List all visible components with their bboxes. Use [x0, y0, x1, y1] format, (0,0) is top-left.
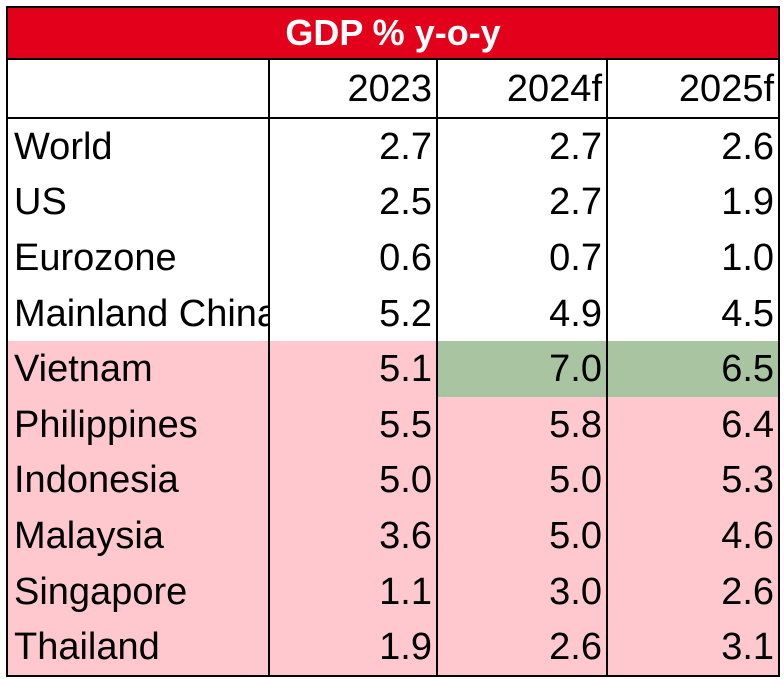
value-cell-2024f: 0.7	[437, 230, 608, 286]
row-label: Indonesia	[6, 452, 270, 509]
header-cell-label	[6, 58, 270, 119]
value-cell-2023: 2.5	[269, 174, 438, 231]
value-cell-2025f: 1.0	[607, 230, 781, 286]
value-cell-2025f: 3.1	[607, 619, 781, 677]
value-cell-2025f: 5.3	[607, 452, 781, 509]
value-cell-2025f: 2.6	[607, 118, 781, 175]
gdp-table: GDP % y-o-y 2023 2024f 2025f World 2.7 2.7…	[5, 6, 781, 677]
row-label: Eurozone	[6, 230, 270, 286]
header-cell-2023: 2023	[269, 58, 438, 119]
value-cell-2023: 1.9	[269, 619, 438, 677]
table-row: Indonesia 5.0 5.0 5.3	[6, 452, 781, 509]
value-cell-2023: 5.5	[269, 396, 438, 453]
value-cell-2025f: 6.4	[607, 396, 781, 453]
value-cell-2024f: 4.9	[437, 285, 608, 342]
value-cell-2024f: 2.7	[437, 118, 608, 175]
table-row: Eurozone 0.6 0.7 1.0	[6, 230, 781, 286]
header-row: 2023 2024f 2025f	[6, 58, 781, 119]
table-row: Mainland China 5.2 4.9 4.5	[6, 285, 781, 342]
value-cell-2023: 5.2	[269, 285, 438, 342]
value-cell-2024f: 5.8	[437, 396, 608, 453]
table-row: Vietnam 5.1 7.0 6.5	[6, 341, 781, 397]
value-cell-2023: 5.1	[269, 341, 438, 397]
value-cell-2024f: 2.6	[437, 619, 608, 677]
table-body: GDP % y-o-y 2023 2024f 2025f World 2.7 2.7…	[5, 6, 781, 677]
row-label: Vietnam	[6, 341, 270, 397]
table-row: World 2.7 2.7 2.6	[6, 118, 781, 175]
value-cell-2023: 1.1	[269, 563, 438, 620]
value-cell-2025f: 2.6	[607, 563, 781, 620]
value-cell-2024f: 2.7	[437, 174, 608, 231]
row-label: Mainland China	[6, 285, 270, 342]
row-label: Malaysia	[6, 508, 270, 564]
table-row: Philippines 5.5 5.8 6.4	[6, 396, 781, 453]
value-cell-2025f: 6.5	[607, 341, 781, 397]
table-row: Singapore 1.1 3.0 2.6	[6, 563, 781, 620]
value-cell-2023: 5.0	[269, 452, 438, 509]
table-row: US 2.5 2.7 1.9	[6, 174, 781, 231]
table-title: GDP % y-o-y	[5, 6, 781, 60]
table-row: Malaysia 3.6 5.0 4.6	[6, 508, 781, 564]
row-label: Philippines	[6, 396, 270, 453]
row-label: Singapore	[6, 563, 270, 620]
value-cell-2025f: 4.5	[607, 285, 781, 342]
value-cell-2023: 3.6	[269, 508, 438, 564]
row-label: Thailand	[6, 619, 270, 677]
row-label: World	[6, 118, 270, 175]
value-cell-2024f: 5.0	[437, 508, 608, 564]
row-label: US	[6, 174, 270, 231]
header-cell-2024f: 2024f	[437, 58, 608, 119]
value-cell-2024f: 5.0	[437, 452, 608, 509]
table-row: Thailand 1.9 2.6 3.1	[6, 619, 781, 677]
header-cell-2025f: 2025f	[607, 58, 781, 119]
value-cell-2023: 0.6	[269, 230, 438, 286]
title-row: GDP % y-o-y	[5, 6, 781, 60]
value-cell-2023: 2.7	[269, 118, 438, 175]
value-cell-2024f: 3.0	[437, 563, 608, 620]
value-cell-2024f: 7.0	[437, 341, 608, 397]
value-cell-2025f: 4.6	[607, 508, 781, 564]
value-cell-2025f: 1.9	[607, 174, 781, 231]
